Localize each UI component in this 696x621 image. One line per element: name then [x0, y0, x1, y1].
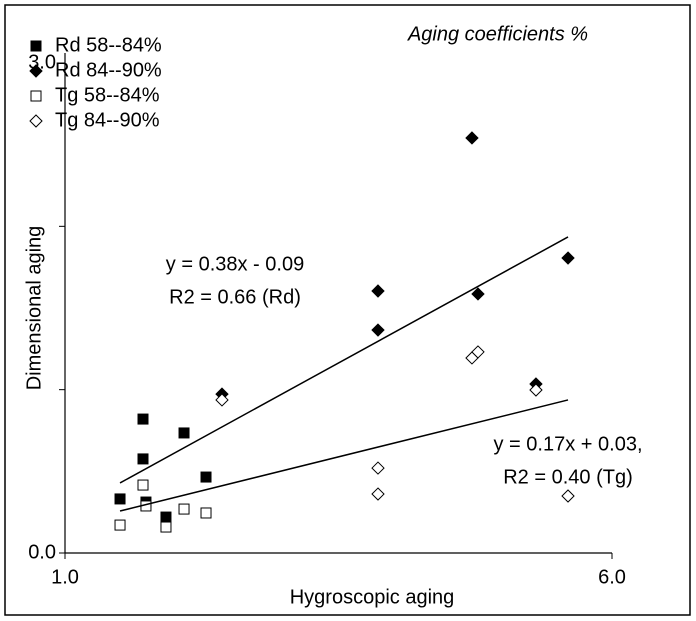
- x-tick-label: 1.0: [51, 566, 79, 588]
- trendline-equation: y = 0.17x + 0.03,: [494, 433, 643, 455]
- point: [371, 284, 385, 298]
- point: [561, 489, 575, 503]
- legend-label: Tg 58--84%: [55, 84, 160, 106]
- legend-marker: [29, 64, 43, 78]
- point: [137, 479, 149, 491]
- point: [200, 507, 212, 519]
- legend-marker: [30, 40, 42, 52]
- point: [215, 393, 229, 407]
- point: [114, 519, 126, 531]
- point: [465, 131, 479, 145]
- y-axis-label: Dimensional aging: [23, 226, 45, 391]
- point: [371, 461, 385, 475]
- trendline-equation: R2 = 0.66 (Rd): [169, 286, 301, 308]
- chart-border: [4, 4, 691, 616]
- legend-label: Rd 84--90%: [55, 59, 162, 81]
- trendline-equation: R2 = 0.40 (Tg): [503, 466, 633, 488]
- point: [371, 323, 385, 337]
- point: [137, 453, 149, 465]
- point: [471, 287, 485, 301]
- legend-label: Tg 84--90%: [55, 109, 160, 131]
- point: [371, 487, 385, 501]
- y-tick-label: 0.0: [28, 541, 56, 563]
- point: [200, 471, 212, 483]
- legend-label: Rd 58--84%: [55, 34, 162, 56]
- legend-marker: [29, 114, 43, 128]
- point: [178, 427, 190, 439]
- point: [160, 521, 172, 533]
- point: [178, 503, 190, 515]
- legend-marker: [30, 90, 42, 102]
- point: [561, 251, 575, 265]
- x-axis-label: Hygroscopic aging: [290, 586, 455, 608]
- trendline: [119, 399, 569, 512]
- point: [471, 345, 485, 359]
- trendline: [119, 236, 569, 484]
- point: [114, 493, 126, 505]
- point: [160, 511, 172, 523]
- trendline-equation: y = 0.38x - 0.09: [166, 253, 304, 275]
- point: [137, 413, 149, 425]
- point: [529, 383, 543, 397]
- x-tick-label: 6.0: [598, 566, 626, 588]
- chart-title: Aging coefficients %: [407, 23, 588, 45]
